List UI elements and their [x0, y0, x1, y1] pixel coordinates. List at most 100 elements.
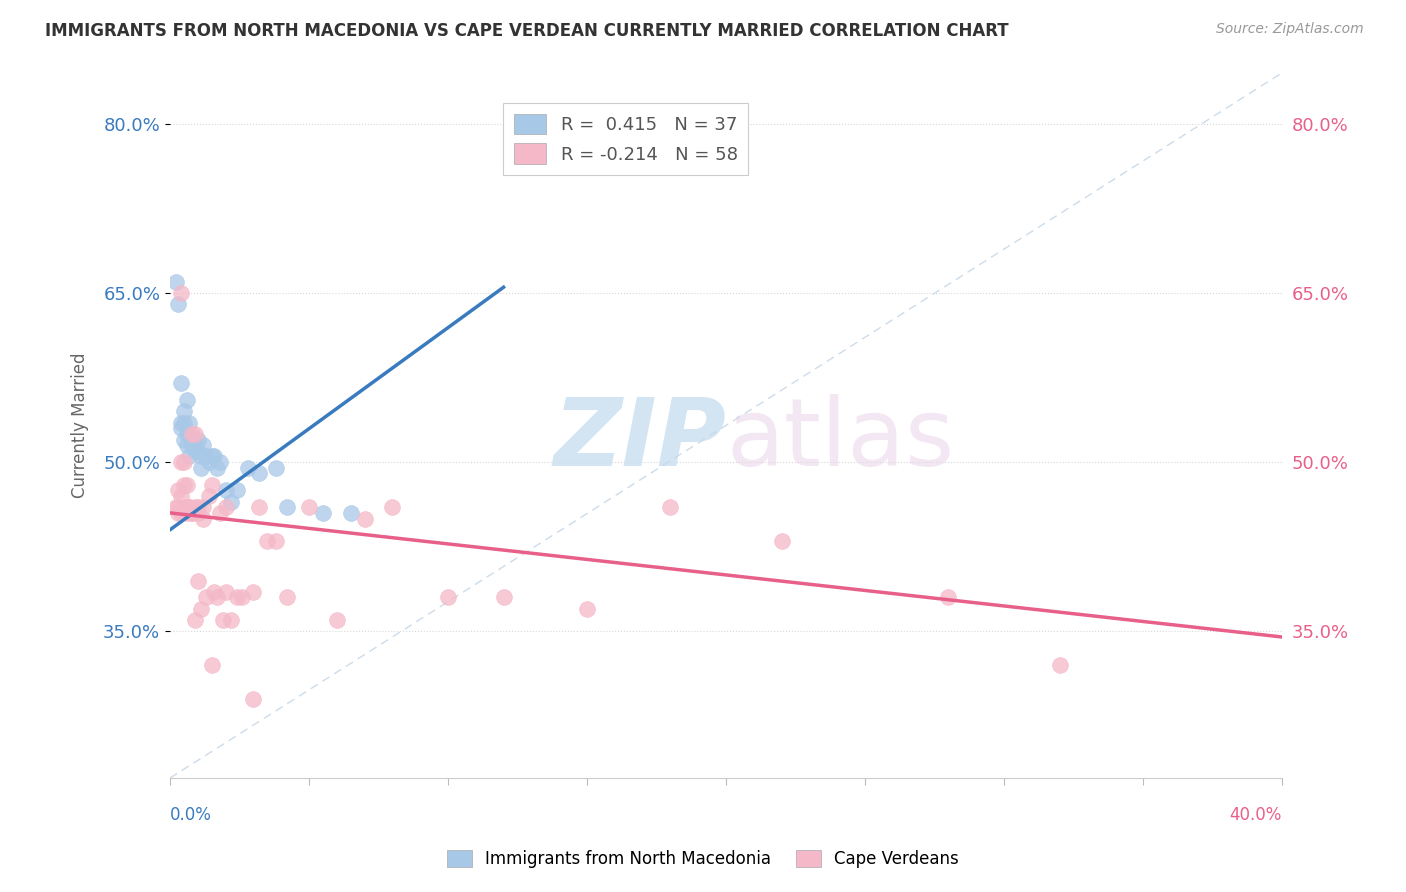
Point	[201, 658, 224, 673]
Point	[214, 483, 236, 498]
Text: atlas: atlas	[725, 393, 955, 485]
Point	[193, 438, 215, 452]
Point	[187, 433, 209, 447]
Point	[181, 426, 204, 441]
Point	[187, 506, 209, 520]
Point	[176, 506, 198, 520]
Point	[165, 500, 187, 515]
Point	[207, 591, 229, 605]
Point	[214, 500, 236, 515]
Point	[214, 585, 236, 599]
Legend: Immigrants from North Macedonia, Cape Verdeans: Immigrants from North Macedonia, Cape Ve…	[440, 843, 966, 875]
Point	[173, 433, 195, 447]
Point	[276, 591, 298, 605]
Point	[190, 450, 212, 464]
Point	[938, 591, 960, 605]
Point	[208, 455, 231, 469]
Point	[219, 494, 242, 508]
Point	[184, 426, 207, 441]
Point	[173, 500, 195, 515]
Point	[184, 443, 207, 458]
Point	[187, 500, 209, 515]
Point	[208, 506, 231, 520]
Point	[659, 500, 682, 515]
Y-axis label: Currently Married: Currently Married	[72, 352, 89, 499]
Point	[184, 500, 207, 515]
Point	[242, 585, 264, 599]
Point	[170, 489, 193, 503]
Point	[167, 500, 190, 515]
Point	[184, 438, 207, 452]
Point	[312, 506, 335, 520]
Point	[165, 275, 187, 289]
Point	[193, 500, 215, 515]
Point	[187, 443, 209, 458]
Point	[211, 613, 233, 627]
Point	[298, 500, 321, 515]
Point	[181, 438, 204, 452]
Point	[176, 477, 198, 491]
Text: Source: ZipAtlas.com: Source: ZipAtlas.com	[1216, 22, 1364, 37]
Point	[575, 601, 598, 615]
Point	[170, 376, 193, 391]
Point	[231, 591, 253, 605]
Point	[173, 404, 195, 418]
Point	[225, 591, 247, 605]
Point	[167, 506, 190, 520]
Point	[195, 591, 218, 605]
Point	[437, 591, 460, 605]
Text: IMMIGRANTS FROM NORTH MACEDONIA VS CAPE VERDEAN CURRENTLY MARRIED CORRELATION CH: IMMIGRANTS FROM NORTH MACEDONIA VS CAPE …	[45, 22, 1008, 40]
Point	[181, 506, 204, 520]
Point	[170, 506, 193, 520]
Point	[195, 450, 218, 464]
Point	[256, 534, 278, 549]
Point	[193, 511, 215, 525]
Point	[201, 450, 224, 464]
Point	[204, 585, 226, 599]
Point	[219, 613, 242, 627]
Text: ZIP: ZIP	[553, 393, 725, 485]
Point	[179, 500, 201, 515]
Point	[179, 450, 201, 464]
Point	[170, 416, 193, 430]
Point	[339, 506, 361, 520]
Point	[264, 460, 287, 475]
Point	[181, 433, 204, 447]
Point	[264, 534, 287, 549]
Text: 40.0%: 40.0%	[1230, 806, 1282, 824]
Point	[167, 297, 190, 311]
Point	[247, 467, 270, 481]
Point	[176, 392, 198, 407]
Point	[353, 511, 375, 525]
Point	[179, 416, 201, 430]
Point	[236, 460, 259, 475]
Point	[381, 500, 404, 515]
Legend: R =  0.415   N = 37, R = -0.214   N = 58: R = 0.415 N = 37, R = -0.214 N = 58	[503, 103, 748, 175]
Point	[170, 455, 193, 469]
Point	[201, 477, 224, 491]
Point	[207, 460, 229, 475]
Point	[770, 534, 793, 549]
Point	[176, 426, 198, 441]
Point	[326, 613, 349, 627]
Point	[492, 591, 515, 605]
Point	[247, 500, 270, 515]
Point	[190, 601, 212, 615]
Point	[173, 477, 195, 491]
Point	[204, 450, 226, 464]
Text: 0.0%: 0.0%	[170, 806, 212, 824]
Point	[179, 500, 201, 515]
Point	[225, 483, 247, 498]
Point	[176, 500, 198, 515]
Point	[167, 483, 190, 498]
Point	[184, 613, 207, 627]
Point	[173, 416, 195, 430]
Point	[170, 285, 193, 300]
Point	[173, 455, 195, 469]
Point	[176, 438, 198, 452]
Point	[276, 500, 298, 515]
Point	[1049, 658, 1071, 673]
Point	[198, 489, 221, 503]
Point	[187, 574, 209, 588]
Point	[190, 460, 212, 475]
